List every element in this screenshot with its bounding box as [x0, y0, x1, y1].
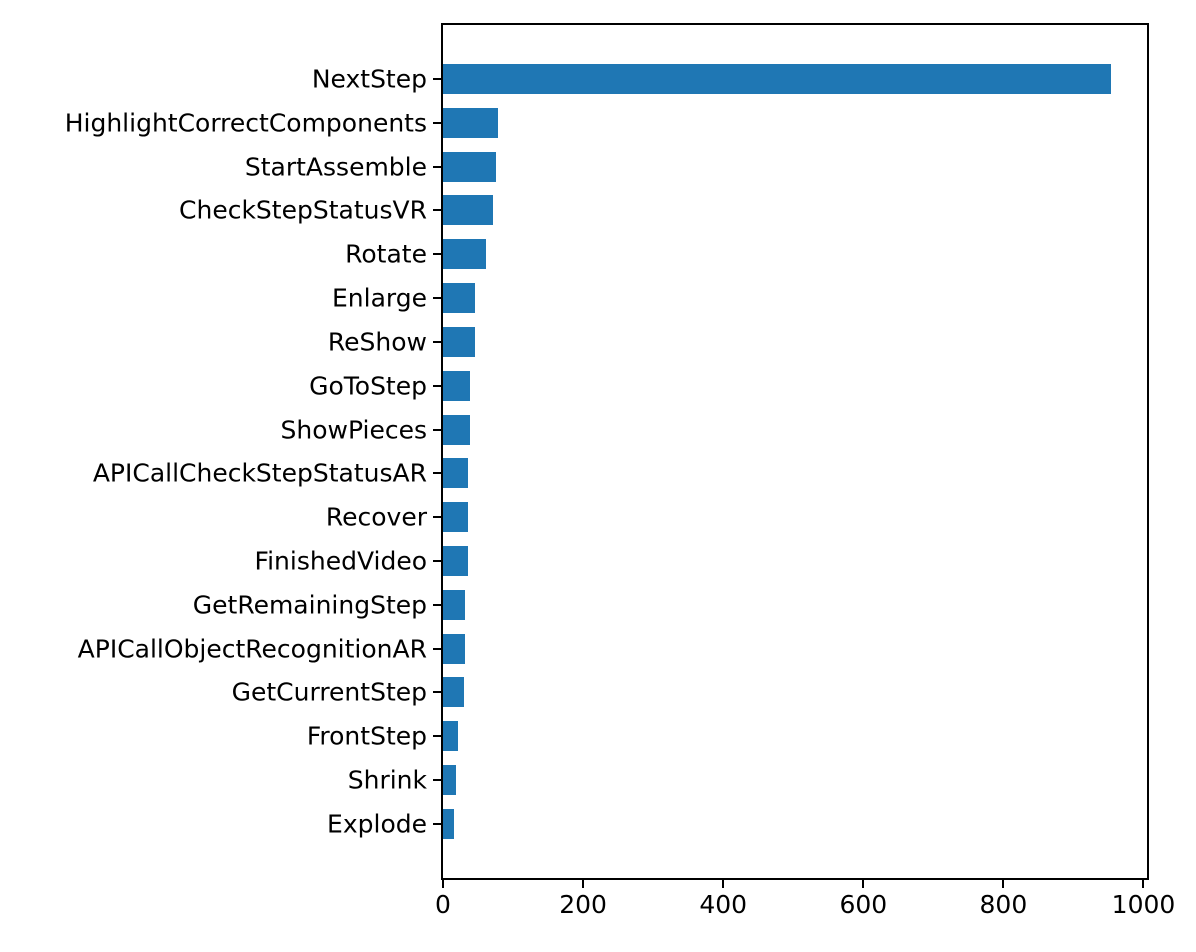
x-tick-mark [862, 880, 865, 888]
y-tick-mark [433, 209, 441, 212]
y-tick-label: CheckStepStatusVR [179, 195, 427, 225]
y-tick-label: Enlarge [332, 283, 427, 313]
y-tick-label: GetCurrentStep [231, 677, 427, 707]
y-tick-label: Rotate [345, 239, 427, 269]
y-tick-mark [433, 647, 441, 650]
y-tick-mark [433, 297, 441, 300]
x-tick-label: 800 [979, 890, 1028, 919]
bar [443, 633, 465, 664]
bar [443, 589, 465, 620]
y-tick-label: Recover [325, 502, 427, 532]
y-tick-mark [433, 779, 441, 782]
bar [443, 107, 499, 138]
y-tick-label: GoToStep [309, 371, 427, 401]
x-tick-label: 200 [559, 890, 607, 919]
bar [443, 502, 469, 533]
bar [443, 414, 470, 445]
y-tick-mark [433, 472, 441, 475]
y-tick-mark [433, 516, 441, 519]
y-tick-mark [433, 560, 441, 563]
plot-area [441, 23, 1149, 880]
y-tick-label: StartAssemble [244, 152, 427, 182]
bar [443, 195, 494, 226]
y-tick-mark [433, 253, 441, 256]
x-tick-mark [1002, 880, 1005, 888]
x-tick-label: 600 [839, 890, 888, 919]
bar [443, 458, 469, 489]
y-tick-label: Explode [327, 809, 427, 839]
x-tick-mark [582, 880, 585, 888]
bar [443, 151, 497, 182]
y-tick-label: HighlightCorrectComponents [64, 108, 427, 138]
bar [443, 283, 476, 314]
x-tick-mark [1142, 880, 1145, 888]
y-tick-label: APICallCheckStepStatusAR [92, 458, 427, 488]
y-tick-label: GetRemainingStep [192, 590, 427, 620]
bar [443, 546, 468, 577]
x-tick-mark [442, 880, 444, 888]
x-tick-label: 0 [435, 890, 451, 919]
bar [443, 808, 454, 839]
x-tick-mark [722, 880, 725, 888]
bar [443, 765, 457, 796]
y-tick-label: ShowPieces [280, 415, 427, 445]
y-tick-mark [433, 428, 441, 431]
y-tick-mark [433, 691, 441, 694]
y-tick-mark [433, 384, 441, 387]
y-tick-label: Shrink [347, 765, 427, 795]
y-tick-mark [433, 822, 441, 825]
y-tick-label: NextStep [311, 64, 427, 94]
y-tick-label: FrontStep [306, 721, 427, 751]
y-tick-mark [433, 735, 441, 738]
y-tick-label: FinishedVideo [254, 546, 427, 576]
bar [443, 326, 475, 357]
y-tick-label: APICallObjectRecognitionAR [77, 634, 427, 664]
y-tick-mark [433, 165, 441, 168]
x-tick-label: 400 [699, 890, 748, 919]
bar [443, 239, 486, 270]
y-tick-mark [433, 340, 441, 343]
bar [443, 677, 464, 708]
y-tick-mark [433, 603, 441, 606]
x-tick-label: 1000 [1111, 890, 1176, 919]
y-tick-label: ReShow [327, 327, 427, 357]
y-tick-mark [433, 78, 441, 80]
bar [443, 721, 459, 752]
bar [443, 64, 1112, 94]
bar [443, 370, 471, 401]
y-tick-mark [433, 121, 441, 124]
